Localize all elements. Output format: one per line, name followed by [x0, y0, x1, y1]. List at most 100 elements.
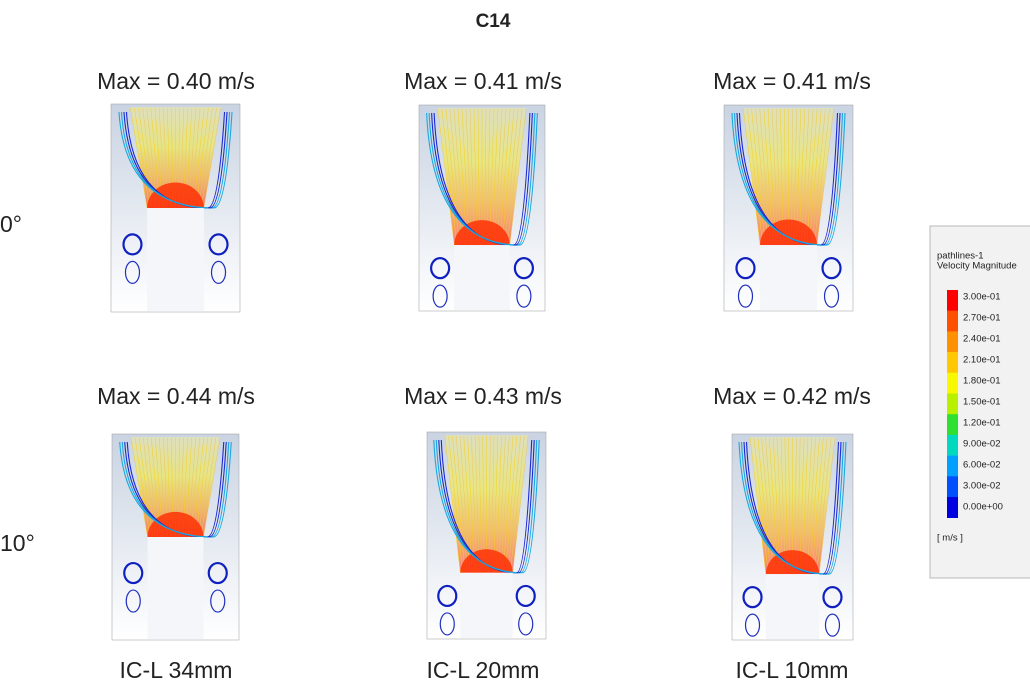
pathline	[495, 435, 502, 573]
legend-title: Velocity Magnitude	[937, 261, 1017, 272]
pathline	[500, 435, 510, 573]
vortex	[515, 584, 536, 608]
legend-tick-label: 3.00e-01	[963, 292, 1001, 303]
pathline	[463, 435, 473, 573]
vortex	[207, 561, 228, 585]
pathline	[195, 437, 209, 538]
inlet-gap	[765, 574, 820, 639]
vortex	[513, 257, 534, 280]
color-band	[947, 393, 958, 415]
column-label: IC-L 10mm	[736, 657, 849, 683]
pathline	[816, 108, 834, 246]
recirculation-line	[515, 112, 533, 246]
pathline	[444, 435, 461, 573]
pathline	[801, 437, 809, 575]
pathline	[474, 435, 480, 573]
pathline	[763, 108, 774, 246]
pathline	[806, 108, 818, 246]
vortex	[742, 586, 763, 609]
pathline	[134, 437, 151, 538]
vortex	[210, 589, 226, 613]
core-region	[760, 219, 817, 246]
pathline	[811, 108, 826, 246]
pathline	[138, 437, 153, 538]
recirculation-line	[826, 441, 845, 575]
vortex	[210, 260, 227, 284]
recirculation-line	[207, 111, 226, 209]
legend-tick-label: 6.00e-02	[963, 460, 1001, 471]
pathline	[749, 437, 767, 575]
pathline	[507, 435, 521, 573]
max-velocity-label: Max = 0.44 m/s	[97, 383, 255, 409]
max-velocity-label: Max = 0.40 m/s	[97, 68, 255, 94]
recirculation-line	[119, 441, 214, 538]
recirculation-line	[520, 439, 538, 574]
color-band	[947, 497, 958, 518]
pathline	[471, 435, 478, 573]
recirculation-line	[209, 111, 228, 209]
inlet-gap	[460, 572, 513, 638]
pathline	[452, 435, 466, 573]
pathline	[814, 437, 828, 575]
pathline	[455, 435, 468, 573]
pathline	[130, 437, 148, 538]
recirculation-line	[209, 441, 227, 538]
pathline-image	[111, 433, 240, 641]
recirculation-line	[207, 441, 225, 538]
pathline	[753, 437, 769, 575]
recirculation-line	[213, 441, 232, 538]
pathline	[803, 108, 814, 246]
legend-tick-label: 2.70e-01	[963, 313, 1001, 324]
color-band	[947, 290, 958, 311]
recirculation-line	[826, 112, 846, 246]
pathline	[467, 435, 475, 573]
recirculation-line	[828, 441, 847, 575]
pathline	[494, 108, 503, 246]
max-velocity-label: Max = 0.41 m/s	[404, 68, 562, 94]
pathline	[142, 107, 156, 209]
pathline	[814, 108, 830, 246]
pathline	[200, 437, 217, 538]
recirculation-line	[516, 439, 533, 574]
inlet-gap	[454, 245, 510, 310]
column-label: IC-L 34mm	[120, 657, 233, 683]
color-band	[947, 455, 958, 477]
recirculation-line	[824, 112, 844, 246]
color-band	[947, 331, 958, 353]
color-band	[947, 476, 958, 498]
vortex	[823, 284, 840, 308]
pathline	[493, 435, 499, 573]
vortex	[822, 586, 843, 609]
pathline	[138, 107, 153, 209]
pathline-image	[731, 433, 854, 641]
color-band	[947, 434, 958, 456]
legend-tick-label: 1.20e-01	[963, 418, 1001, 429]
recirculation-line	[518, 439, 535, 574]
figure-title: C14	[476, 11, 511, 32]
vortex	[437, 584, 458, 608]
recirculation-line	[822, 112, 841, 246]
pathline	[448, 435, 463, 573]
max-velocity-label: Max = 0.42 m/s	[713, 383, 871, 409]
recirculation-line	[517, 112, 536, 246]
pathline	[505, 435, 518, 573]
recirculation-line	[522, 439, 540, 574]
legend-tick-label: 9.00e-02	[963, 439, 1001, 450]
row-label: 10°	[0, 530, 35, 556]
pathline	[767, 108, 776, 246]
pathline	[761, 437, 774, 575]
recirculation-line	[824, 441, 842, 575]
vortex	[432, 284, 448, 308]
legend-tick-label: 2.10e-01	[963, 355, 1001, 366]
pathline-image	[418, 104, 546, 312]
recirculation-line	[118, 111, 214, 209]
pathline	[816, 437, 832, 575]
pathline	[773, 437, 781, 575]
recirculation-line	[211, 111, 231, 209]
vortex	[208, 233, 229, 256]
core-region	[147, 511, 204, 537]
pathline	[769, 437, 779, 575]
vortex	[737, 284, 754, 308]
pathline	[801, 108, 810, 246]
